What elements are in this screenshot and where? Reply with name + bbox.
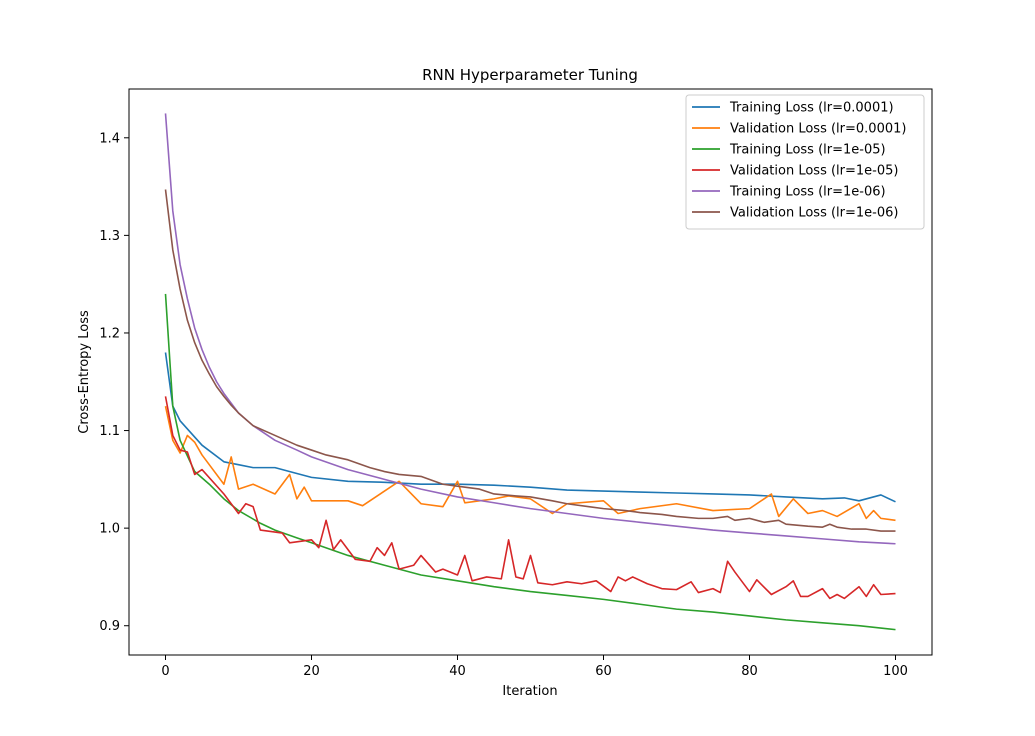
series-line-5 xyxy=(164,113,896,545)
legend-box xyxy=(685,94,925,230)
x-axis-label: Iteration xyxy=(502,684,557,699)
y-tick-label: 1.2 xyxy=(99,326,120,341)
plot-area-frame xyxy=(128,88,933,656)
x-tick-label: 60 xyxy=(595,664,612,679)
y-tick-label: 1.1 xyxy=(99,424,120,439)
legend-label-6: Validation Loss (lr=1e-06) xyxy=(730,206,898,221)
legend-label-5: Training Loss (lr=1e-06) xyxy=(729,185,886,200)
series-line-2 xyxy=(164,405,896,522)
y-tick-label: 1.0 xyxy=(99,522,120,537)
legend-label-2: Validation Loss (lr=0.0001) xyxy=(730,122,906,137)
x-tick-label: 40 xyxy=(449,664,466,679)
x-tick-label: 0 xyxy=(161,664,169,679)
y-tick-label: 1.3 xyxy=(99,229,120,244)
series-line-3 xyxy=(164,293,896,631)
legend: Training Loss (lr=0.0001) Validation Loss… xyxy=(685,94,925,230)
legend-label-3: Training Loss (lr=1e-05) xyxy=(729,143,886,158)
series-line-6 xyxy=(164,189,896,532)
x-tick-label: 20 xyxy=(303,664,320,679)
x-tick-label: 100 xyxy=(883,664,908,679)
series-line-1 xyxy=(164,352,896,503)
legend-label-1: Training Loss (lr=0.0001) xyxy=(729,101,894,116)
y-axis-ticks: 0.9 1.0 1.1 1.2 1.3 1.4 xyxy=(99,131,129,634)
y-tick-label: 0.9 xyxy=(99,619,120,634)
series-line-4 xyxy=(164,396,896,600)
series-layer xyxy=(164,113,896,631)
x-axis-ticks: 0 20 40 60 80 100 xyxy=(161,655,908,679)
legend-label-4: Validation Loss (lr=1e-05) xyxy=(730,164,898,179)
chart-title: RNN Hyperparameter Tuning xyxy=(422,66,638,84)
y-axis-label: Cross-Entropy Loss xyxy=(77,310,92,434)
y-tick-label: 1.4 xyxy=(99,131,120,146)
x-tick-label: 80 xyxy=(741,664,758,679)
